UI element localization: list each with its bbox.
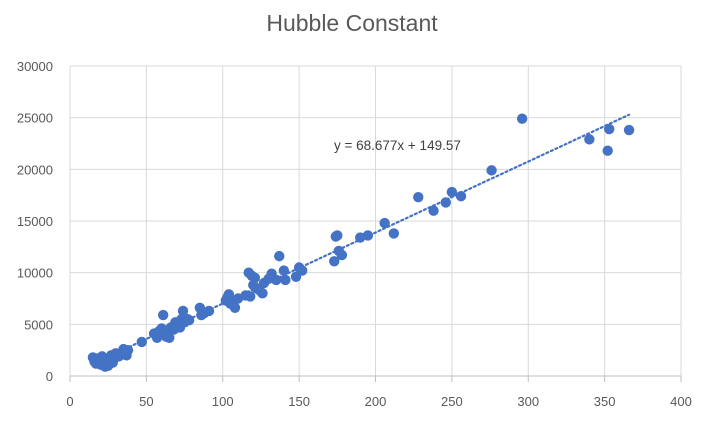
data-point — [136, 336, 147, 348]
y-tick-label: 25000 — [17, 111, 53, 126]
data-point — [271, 274, 282, 286]
data-point — [388, 228, 400, 239]
data-point — [296, 265, 308, 276]
labels: 0 5000 10000 15000 20000 25000 30000 0 50 100 150 2… — [17, 59, 692, 409]
chart-title: Hubble Constant — [266, 10, 438, 36]
data-point — [428, 205, 439, 216]
data-point — [362, 230, 374, 241]
x-tick-label: 350 — [594, 394, 616, 409]
data-point — [229, 302, 241, 313]
y-tick-label: 10000 — [17, 266, 53, 281]
data-point — [623, 124, 635, 136]
data-point — [413, 192, 424, 203]
data-point — [584, 134, 595, 145]
x-tick-label: 200 — [365, 394, 387, 409]
y-tick-label: 15000 — [17, 214, 53, 229]
trendline-equation: y = 68.677x + 149.57 — [334, 138, 461, 153]
data-point — [440, 197, 451, 208]
data-point — [177, 305, 189, 317]
data-point — [516, 113, 528, 124]
x-tick-label: 0 — [66, 394, 73, 409]
y-tick-label: 20000 — [17, 162, 53, 177]
data-point — [278, 265, 290, 276]
x-tick-label: 100 — [212, 394, 234, 409]
y-tick-label: 0 — [46, 369, 53, 384]
axes — [69, 375, 682, 382]
x-tick-label: 150 — [288, 394, 310, 409]
data-point — [602, 145, 613, 156]
y-tick-label: 30000 — [17, 59, 53, 74]
data-point — [203, 305, 215, 317]
data-point — [183, 315, 195, 326]
data-point — [274, 250, 285, 262]
data-point — [245, 291, 256, 302]
data-point — [257, 288, 268, 299]
x-tick-label: 400 — [670, 394, 692, 409]
x-tick-label: 300 — [517, 394, 539, 409]
x-tick-label: 250 — [441, 394, 463, 409]
data-point — [332, 230, 343, 241]
data-point — [446, 186, 458, 198]
data-point — [157, 309, 169, 321]
x-tick-label: 50 — [139, 394, 153, 409]
data-point — [329, 256, 340, 267]
data-point — [379, 217, 390, 229]
data-point — [122, 344, 134, 356]
y-tick-label: 5000 — [24, 317, 53, 332]
gridlines — [69, 65, 682, 376]
data-point — [249, 272, 261, 284]
data-point — [486, 165, 497, 176]
data-point — [280, 274, 291, 286]
data-points — [87, 113, 635, 372]
data-point — [336, 249, 348, 261]
data-point — [455, 191, 467, 202]
data-point — [604, 123, 615, 135]
data-point — [164, 332, 175, 343]
